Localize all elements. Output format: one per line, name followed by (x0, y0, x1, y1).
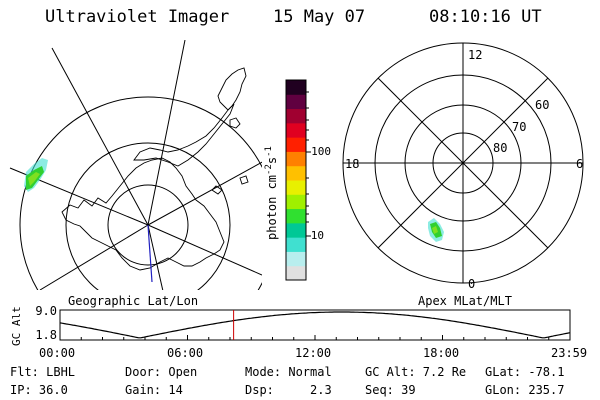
colorbar-segment (286, 251, 306, 267)
lat-circle-middle (65, 142, 231, 290)
colorbar-label: photon cm-2s-1 (264, 146, 279, 240)
mlt-label-18: 18 (345, 157, 359, 171)
colorbar-segment (286, 237, 306, 252)
colorbar-segment (286, 194, 306, 210)
colorbar-segment (286, 122, 306, 138)
colorbar-segment (286, 151, 306, 167)
timeline-xtick-0600: 06:00 (167, 346, 203, 360)
altitude-curve (59, 311, 571, 339)
timeline-xtick-1200: 12:00 (295, 346, 331, 360)
timeline-ylabel: GC Alt (10, 306, 23, 346)
date-label: 15 May 07 (273, 7, 366, 27)
timeline-ytick-9.0: 9.0 (35, 304, 57, 318)
info-filter: Flt: LBHL (10, 365, 76, 379)
coastline-peninsula (133, 103, 235, 167)
mlt-label-0: 0 (468, 277, 475, 291)
magnetic-map-label: Apex MLat/MLT (418, 294, 512, 308)
info-glat: GLat: -78.1 (485, 365, 565, 379)
info-mode: Mode: Normal (245, 365, 332, 379)
mlt-label-6: 6 (576, 157, 583, 171)
lat-circle-outer (19, 96, 262, 290)
info-glon: GLon: 235.7 (485, 383, 565, 397)
colorbar-segment (286, 108, 306, 124)
timeline-ytick-1.8: 1.8 (35, 328, 57, 342)
colorbar-segment (286, 137, 306, 152)
magnetic-polar-map (342, 42, 584, 284)
meridian-lines (9, 40, 262, 290)
colorbar-tick-label-10: 10 (311, 229, 324, 242)
colorbar-segment (286, 165, 306, 181)
coastline-islands (211, 117, 249, 195)
info-door: Door: Open (125, 365, 198, 379)
aurora-patch-magnetic (428, 218, 444, 242)
colorbar-tick-label-100: 100 (311, 145, 331, 158)
info-ip: IP: 36.0 (10, 383, 68, 397)
colorbar: 100 10 photon cm-2s-1 (264, 79, 331, 281)
colorbar-segment (286, 222, 306, 238)
mlat-label-60: 60 (535, 98, 549, 112)
timeline-panel: GC Alt 9.0 1.8 00:00 06:00 12:00 18:00 2… (10, 304, 587, 360)
colorbar-segment (286, 180, 306, 195)
timeline-xtick-2359: 23:59 (551, 346, 587, 360)
instrument-title: Ultraviolet Imager (45, 7, 230, 27)
coastline-south-america (217, 67, 247, 111)
timeline-xtick-1800: 18:00 (423, 346, 459, 360)
mlt-label-12: 12 (468, 48, 482, 62)
lat-circle-inner (107, 184, 189, 266)
mlt-grid-lines (343, 43, 583, 283)
colorbar-segment (286, 80, 306, 95)
coastline-antarctica (61, 157, 225, 271)
time-label: 08:10:16 UT (429, 7, 542, 27)
colorbar-segment (286, 208, 306, 224)
colorbar-segment (286, 94, 306, 110)
mlat-label-80: 80 (493, 141, 507, 155)
local-time-meridian (147, 224, 153, 283)
geographic-map (9, 40, 262, 290)
colorbar-frame (285, 79, 307, 281)
info-gc-alt: GC Alt: 7.2 Re (365, 365, 467, 379)
colorbar-segment (286, 265, 306, 281)
info-gain: Gain: 14 (125, 383, 183, 397)
timeline-xtick-0000: 00:00 (39, 346, 75, 360)
aurora-patch-geographic (24, 158, 48, 192)
mlat-label-70: 70 (512, 120, 526, 134)
geographic-map-label: Geographic Lat/Lon (68, 294, 198, 308)
info-dsp: Dsp: 2.3 (245, 383, 332, 397)
info-seq: Seq: 39 (365, 383, 416, 397)
